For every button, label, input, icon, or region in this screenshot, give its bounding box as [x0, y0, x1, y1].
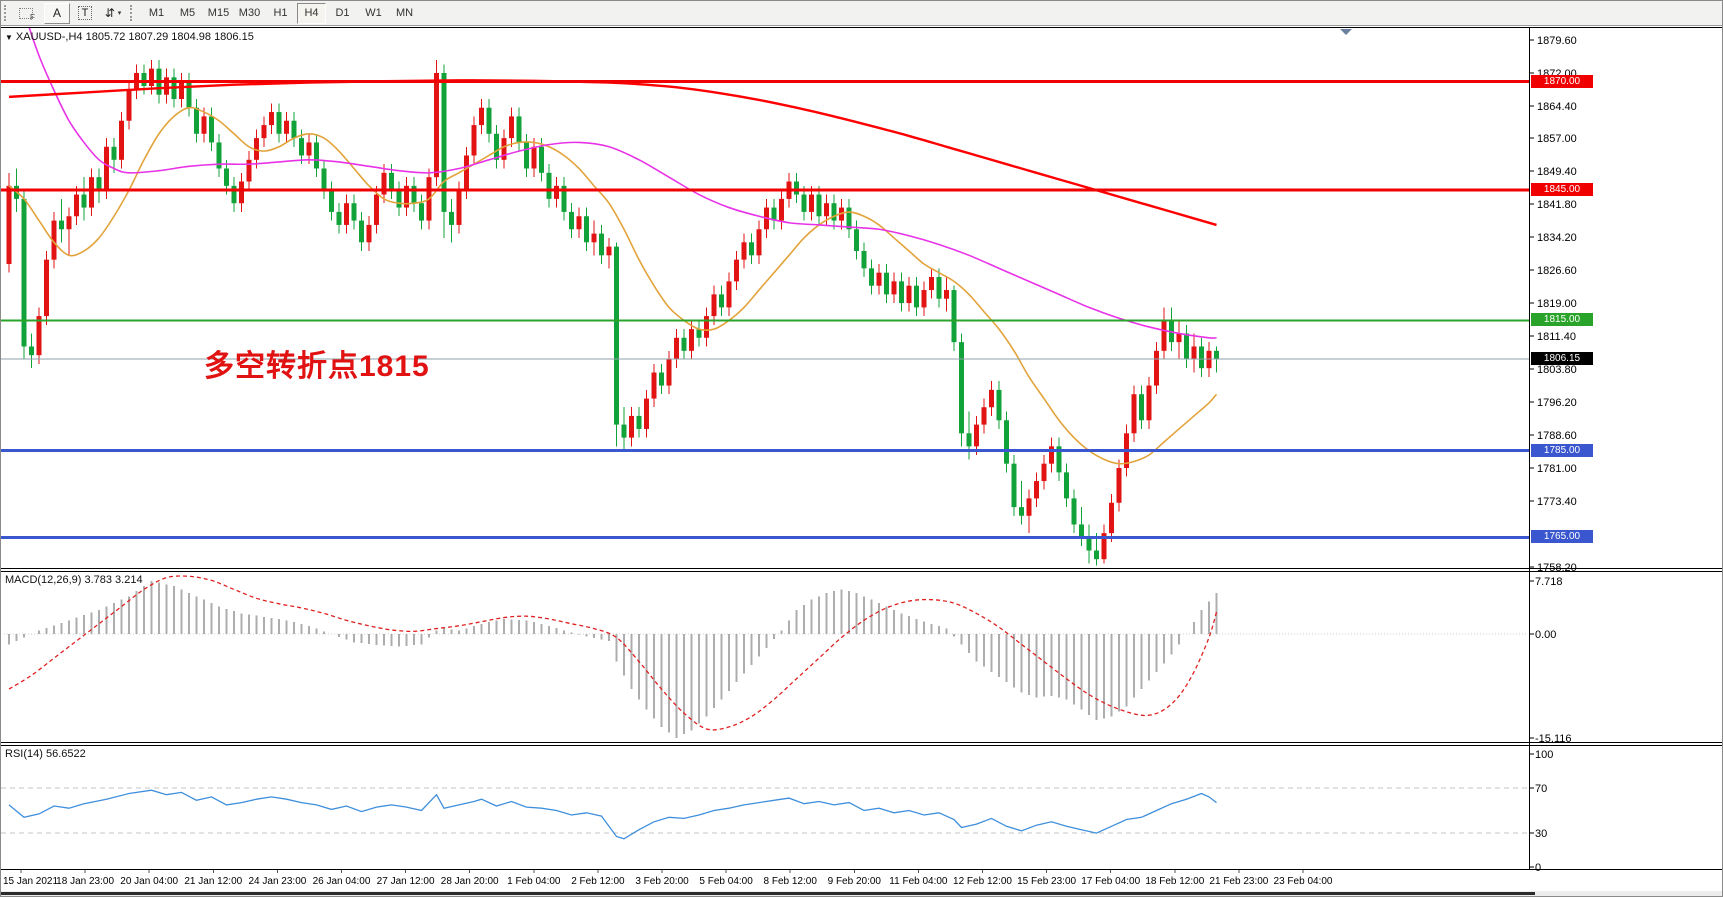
axis-tick-label: 1796.20	[1537, 397, 1577, 409]
text-annotation-button[interactable]: A	[44, 2, 70, 24]
timeframe-button-group: M1 M5 M15 M30 H1 H4 D1 W1 MN	[141, 2, 420, 24]
axis-tick-label: 1857.00	[1537, 133, 1577, 145]
date-tick-label: 12 Feb 12:00	[953, 876, 1012, 887]
date-tick-label: 5 Feb 04:00	[699, 876, 753, 887]
grid-icon	[19, 7, 34, 19]
axis-tick-label: 7.718	[1535, 576, 1563, 588]
date-tick-label: 26 Jan 04:00	[313, 876, 371, 887]
axis-tick-label: 0.00	[1535, 629, 1556, 641]
date-tick-label: 20 Jan 04:00	[120, 876, 178, 887]
date-tick-label: 9 Feb 20:00	[828, 876, 882, 887]
axis-tick-label: 1864.40	[1537, 101, 1577, 113]
axis-tick-label: 1788.60	[1537, 430, 1577, 442]
timeframe-button-mn[interactable]: MN	[395, 7, 414, 19]
date-tick-label: 8 Feb 12:00	[764, 876, 818, 887]
chevron-down-icon: ▾	[117, 10, 122, 17]
candlestick-layer	[6, 28, 1219, 566]
axis-tick-label: 30	[1535, 828, 1547, 840]
snap-grid-button[interactable]: F	[16, 3, 42, 24]
grid-f-label: F	[30, 12, 35, 22]
text-label-button[interactable]: T	[72, 3, 98, 24]
rsi-line	[8, 789, 1217, 840]
date-tick-label: 27 Jan 12:00	[377, 876, 435, 887]
axis-tick-label: -15.116	[1535, 733, 1572, 745]
timeframe-button-h4[interactable]: H4	[297, 2, 326, 24]
cursor-tools-icon: ⇵	[104, 6, 115, 20]
timeframe-button-m1[interactable]: M1	[148, 7, 165, 19]
axis-tick-label: 100	[1535, 749, 1553, 761]
date-tick-label: 3 Feb 20:00	[635, 876, 689, 887]
axis-tick-label: 1834.20	[1537, 232, 1577, 244]
toolbar-drag-handle[interactable]	[4, 5, 11, 21]
axis-tick-label: 1841.80	[1537, 199, 1577, 211]
axis-tick-label: 1826.60	[1537, 265, 1577, 277]
axis-tick-label: 1803.80	[1537, 364, 1577, 376]
date-tick-label: 21 Feb 23:00	[1209, 876, 1268, 887]
macd-signal-line	[8, 575, 1218, 731]
date-tick-label: 28 Jan 20:00	[441, 876, 499, 887]
date-tick-label: 18 Feb 12:00	[1145, 876, 1204, 887]
timeframes-drag-handle[interactable]	[130, 5, 137, 21]
timeframe-button-m15[interactable]: M15	[207, 7, 230, 19]
axis-tick-label: 1781.00	[1537, 463, 1577, 475]
t-icon: T	[77, 6, 93, 20]
timeframe-button-h1[interactable]: H1	[273, 7, 288, 19]
axis-tick-label: 1849.40	[1537, 166, 1577, 178]
cursor-tools-dropdown-button[interactable]: ⇵ ▾	[100, 3, 126, 24]
axis-tick-label: 70	[1535, 783, 1547, 795]
date-tick-label: 15 Jan 2021	[3, 876, 58, 887]
ma-mid-magenta	[28, 28, 1217, 339]
axis-tick-label: 1773.40	[1537, 496, 1577, 508]
horizontal-scrollbar[interactable]	[1, 892, 1535, 895]
date-tick-label: 21 Jan 12:00	[184, 876, 242, 887]
ma-fast-orange	[8, 106, 1218, 465]
axis-tick-label: 1879.60	[1537, 35, 1577, 47]
axis-tick-label: 1819.00	[1537, 298, 1577, 310]
date-tick-label: 24 Jan 23:00	[248, 876, 306, 887]
date-tick-label: 18 Jan 23:00	[56, 876, 114, 887]
timeframe-button-w1[interactable]: W1	[365, 7, 382, 19]
date-tick-label: 2 Feb 12:00	[571, 876, 625, 887]
axis-tick-label: 1758.20	[1537, 562, 1577, 574]
axis-tick-label: 1811.40	[1537, 331, 1576, 343]
date-tick-label: 15 Feb 23:00	[1017, 876, 1076, 887]
timeframe-button-d1[interactable]: D1	[335, 7, 350, 19]
toolbar: F A T ⇵ ▾ M1 M5 M15 M30 H1 H4 D1 W1 MN	[1, 1, 1722, 26]
date-tick-label: 1 Feb 04:00	[507, 876, 561, 887]
date-tick-label: 23 Feb 04:00	[1274, 876, 1333, 887]
axis-tick-label: 0	[1535, 862, 1541, 874]
shift-marker-icon[interactable]	[1340, 29, 1352, 35]
date-tick-label: 17 Feb 04:00	[1081, 876, 1140, 887]
timeframe-button-m30[interactable]: M30	[238, 7, 261, 19]
timeframe-button-m5[interactable]: M5	[179, 7, 196, 19]
date-tick-label: 11 Feb 04:00	[889, 876, 948, 887]
macd-layer	[2, 575, 1528, 738]
axis-tick-label: 1872.00	[1537, 68, 1577, 80]
